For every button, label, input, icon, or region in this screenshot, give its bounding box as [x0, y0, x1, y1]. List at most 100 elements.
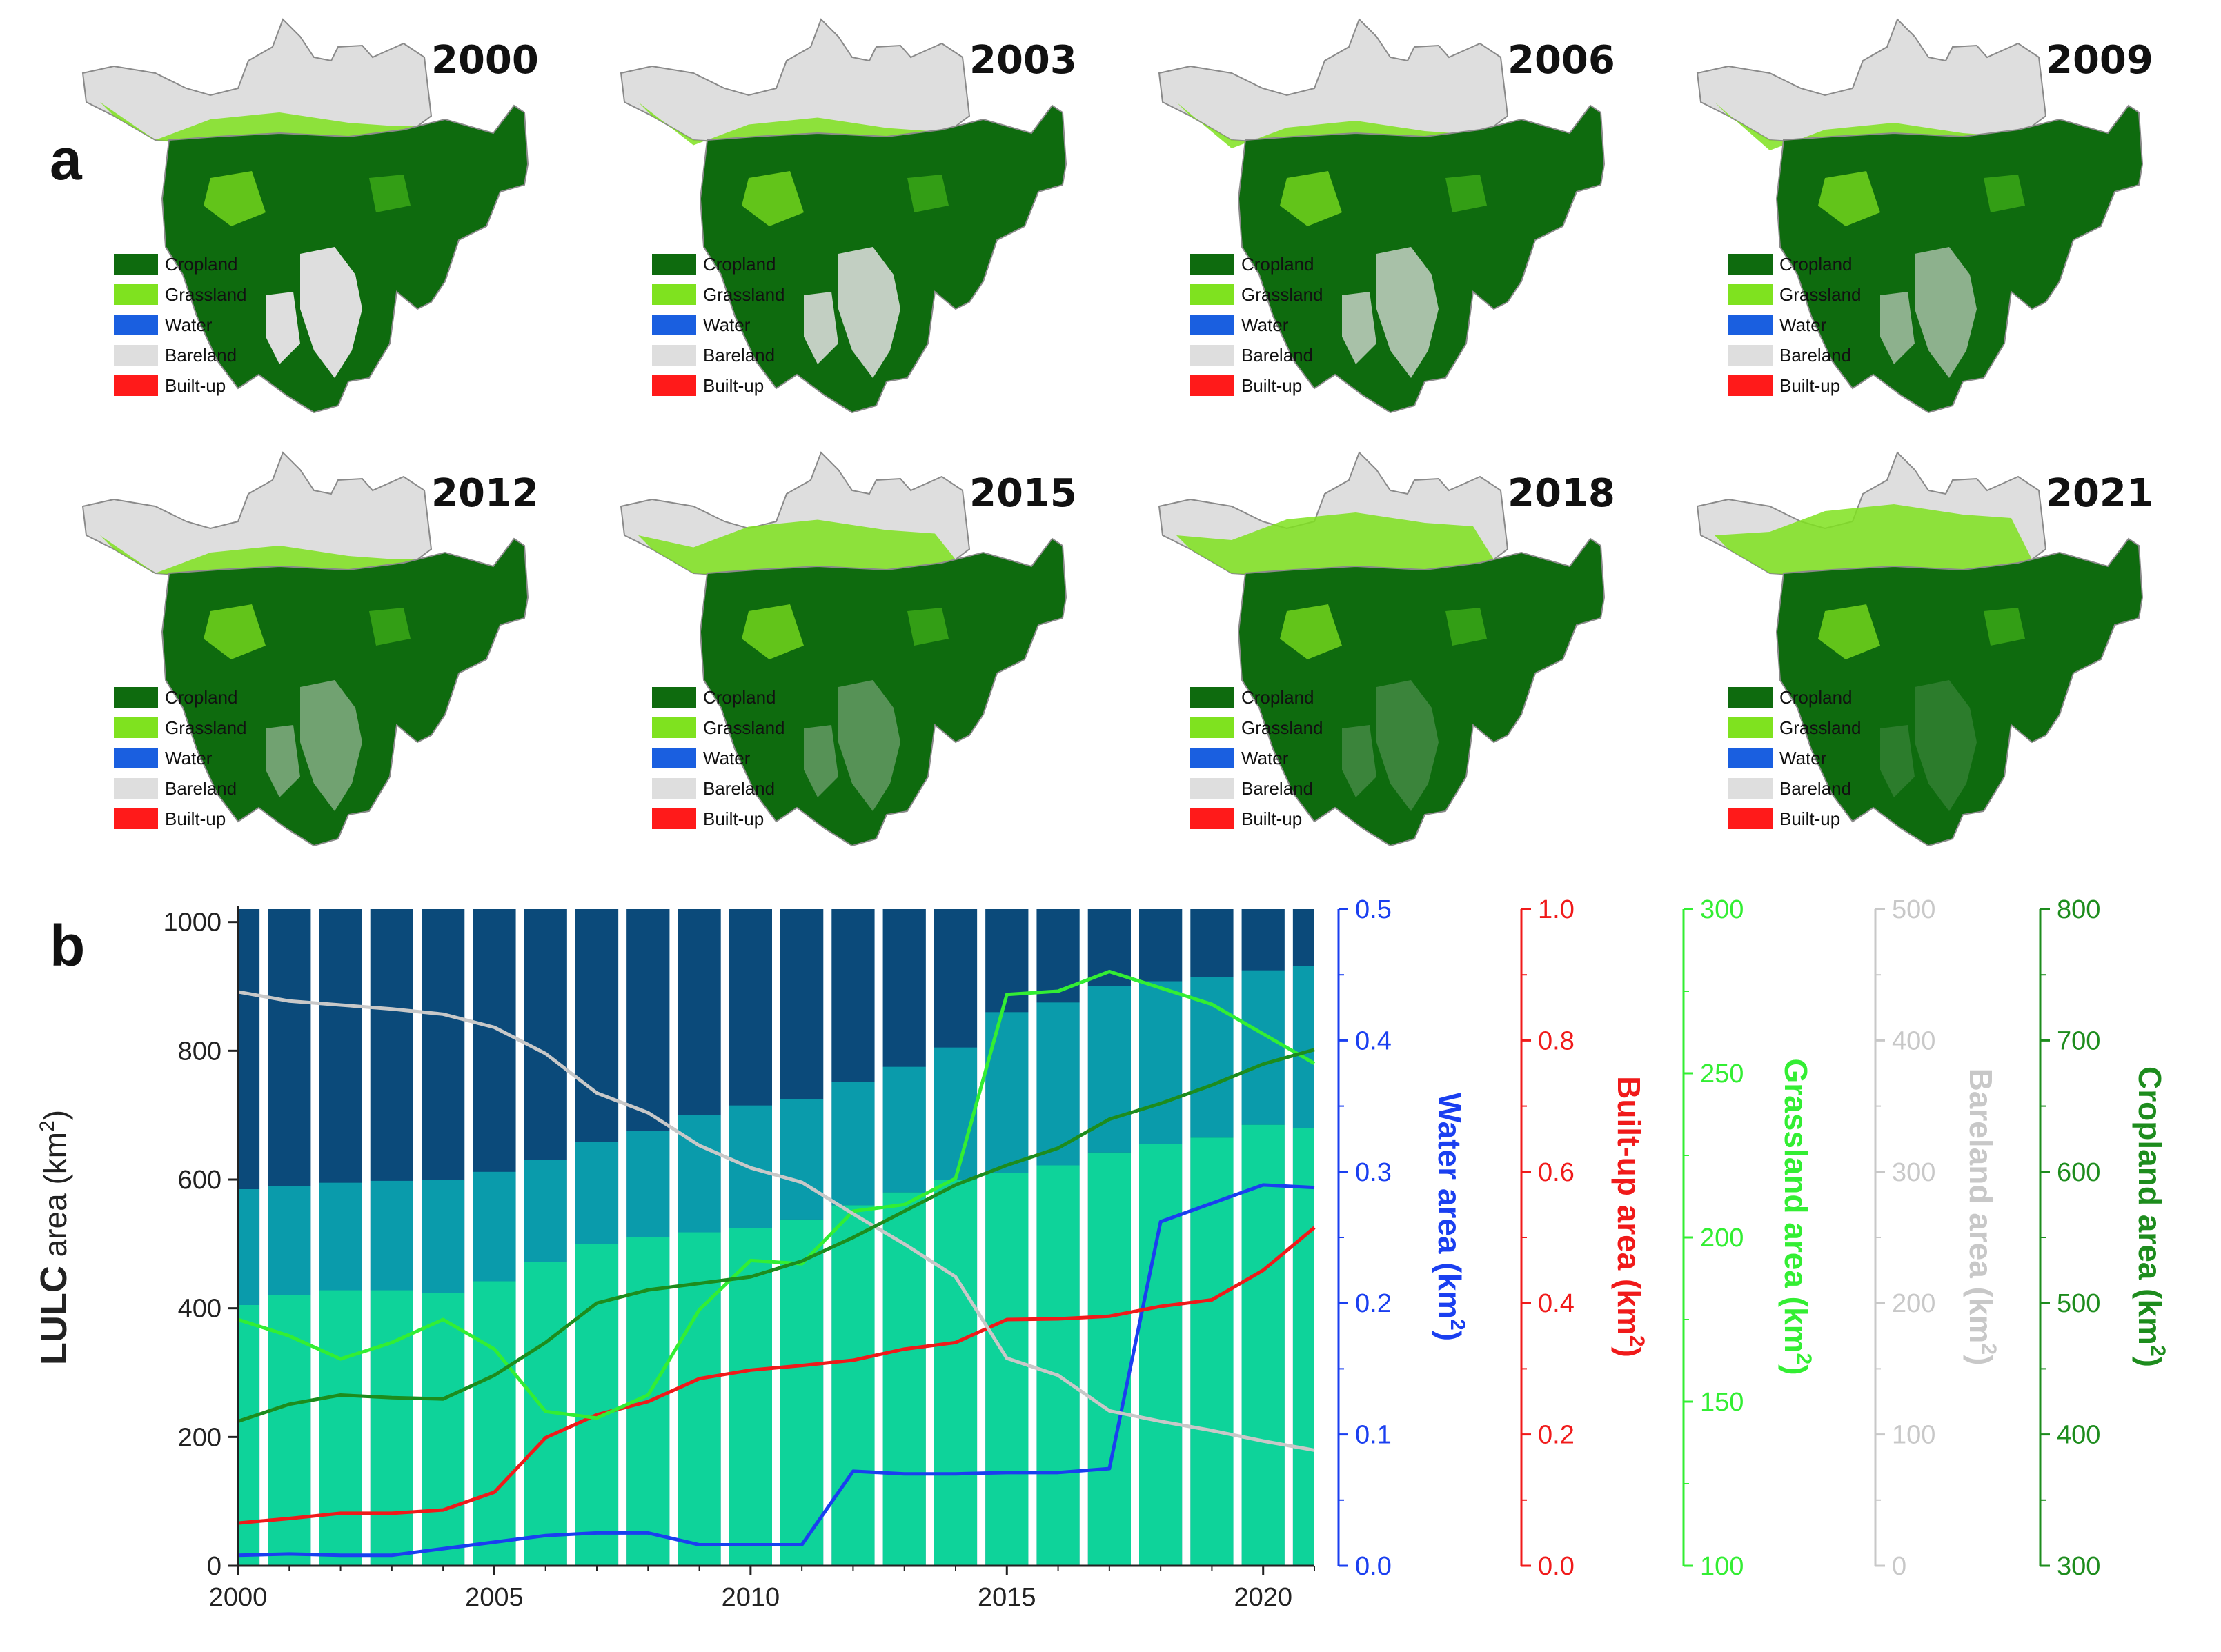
- grassland-area-axis-title-text: Grassland area (km: [1778, 1058, 1814, 1353]
- legend-label: Grassland: [1779, 284, 1862, 305]
- legend-label: Water: [1779, 315, 1827, 335]
- map-2006: 2006 Cropland Grassland Water Bareland Built-…: [1158, 18, 1615, 414]
- legend-swatch-built-up: [114, 375, 158, 396]
- map-bareland-strip: [1342, 725, 1376, 797]
- bar-middle-2008: [626, 1131, 670, 1237]
- map-grassland-patch: [742, 171, 804, 226]
- bareland-area-axis-tick-label: 500: [1892, 895, 1935, 924]
- cropland-area-axis-tick-label: 600: [2057, 1158, 2100, 1187]
- legend-swatch-grassland: [1190, 284, 1234, 305]
- cropland-area-axis-tick-label: 500: [2057, 1289, 2100, 1318]
- bar-bottom-2015: [985, 1173, 1029, 1566]
- bareland-area-axis-title-text: Bareland area (km: [1963, 1068, 1999, 1344]
- bar-bottom-2017: [1087, 1152, 1131, 1566]
- legend-swatch-bareland: [114, 778, 158, 799]
- bar-gap: [720, 909, 729, 1566]
- lulc-maps-panel: 2000 Cropland Grassland Water Bareland Built-…: [81, 18, 2153, 847]
- map-grassland-patch: [1280, 604, 1342, 659]
- map-2021: 2021 Cropland Grassland Water Bareland Built-…: [1696, 451, 2153, 847]
- legend-swatch-cropland: [652, 687, 696, 708]
- legend-swatch-bareland: [652, 345, 696, 366]
- map-year-label: 2009: [2046, 38, 2153, 83]
- bar-gap: [1131, 909, 1139, 1566]
- map-grassland-region: [638, 102, 956, 146]
- grassland-area-axis-title-close: ): [1778, 1364, 1814, 1375]
- line-bareland-area: [237, 990, 1315, 1452]
- bar-middle-2015: [985, 1012, 1029, 1173]
- grassland-area-axis-tick-label: 300: [1700, 895, 1744, 924]
- legend-label: Cropland: [1241, 687, 1314, 708]
- legend-label: Grassland: [1241, 284, 1323, 305]
- legend-label: Water: [1241, 748, 1289, 768]
- bar-middle-2001: [268, 1186, 311, 1295]
- bar-gap: [310, 909, 319, 1566]
- map-grassland-patch: [204, 171, 266, 226]
- bar-bottom-2018: [1139, 1144, 1183, 1566]
- bar-middle-2018: [1139, 981, 1183, 1144]
- legend-label: Grassland: [165, 717, 247, 738]
- bar-gap: [1233, 909, 1242, 1566]
- stacked-bars: [238, 909, 1314, 1566]
- map-2003: 2003 Cropland Grassland Water Bareland Built-…: [620, 18, 1077, 414]
- legend-swatch-water: [652, 315, 696, 335]
- bottom-axis-tick-label: 2000: [209, 1583, 268, 1612]
- legend-swatch-built-up: [1190, 808, 1234, 829]
- bar-bottom-2003: [370, 1290, 413, 1566]
- legend-label: Water: [165, 315, 213, 335]
- bar-gap: [515, 909, 524, 1566]
- cropland-area-axis-tick-label: 400: [2057, 1421, 2100, 1450]
- legend-label: Built-up: [1241, 375, 1302, 396]
- bar-middle-2012: [831, 1082, 875, 1206]
- bar-gap: [413, 909, 422, 1566]
- map-year-label: 2018: [1508, 471, 1615, 516]
- legend-label: Water: [703, 315, 751, 335]
- left-axis-tick-label: 1000: [163, 908, 221, 937]
- map-bareland-strip: [1376, 247, 1439, 378]
- legend-label: Water: [1779, 748, 1827, 768]
- bar-gap: [925, 909, 934, 1566]
- legend-swatch-water: [1728, 748, 1773, 768]
- left-axis-title: LULC area (km2): [33, 1110, 75, 1365]
- bareland-area-axis-title-sup: 2: [1977, 1343, 2000, 1355]
- built-up-area-axis-tick-label: 1.0: [1538, 895, 1575, 924]
- map-2018: 2018 Cropland Grassland Water Bareland Built-…: [1158, 451, 1615, 847]
- legend-label: Bareland: [1241, 778, 1313, 799]
- water-area-axis-title-text: Water area (km: [1432, 1093, 1468, 1319]
- legend-swatch-cropland: [114, 687, 158, 708]
- bar-gap: [1284, 909, 1293, 1566]
- bar-middle-2009: [678, 1115, 721, 1233]
- map-bareland-strip: [266, 292, 300, 364]
- legend-label: Bareland: [703, 345, 775, 366]
- legend-swatch-bareland: [1190, 345, 1234, 366]
- water-area-axis-tick-label: 0.2: [1355, 1289, 1392, 1318]
- bareland-area-axis-title: Bareland area (km2): [1963, 1068, 2000, 1366]
- map-bareland-strip: [300, 247, 362, 378]
- left-axis-tick-label: 200: [178, 1423, 221, 1452]
- legend-swatch-grassland: [114, 284, 158, 305]
- water-area-axis-tick-label: 0.0: [1355, 1552, 1392, 1581]
- map-grassland-patch: [1984, 175, 2025, 212]
- bar-bottom-2012: [831, 1205, 875, 1566]
- legend-swatch-cropland: [1728, 254, 1773, 275]
- map-bareland-strip: [1342, 292, 1376, 364]
- grassland-area-axis-title-sup: 2: [1793, 1353, 1815, 1365]
- bottom-axis-tick-label: 2010: [722, 1583, 780, 1612]
- map-bareland-strip: [838, 247, 900, 378]
- legend-swatch-built-up: [114, 808, 158, 829]
- map-2012: 2012 Cropland Grassland Water Bareland Built-…: [81, 451, 539, 847]
- legend-swatch-built-up: [1190, 375, 1234, 396]
- legend-label: Built-up: [1241, 808, 1302, 829]
- map-year-label: 2006: [1508, 38, 1615, 83]
- bar-gap: [618, 909, 627, 1566]
- legend-label: Built-up: [165, 375, 226, 396]
- legend-label: Cropland: [165, 687, 238, 708]
- legend-label: Cropland: [1779, 687, 1853, 708]
- left-axis-title-sup: 2: [36, 1120, 59, 1132]
- bar-bottom-2010: [729, 1228, 772, 1566]
- legend-swatch-cropland: [1190, 254, 1234, 275]
- map-bareland-strip: [1880, 725, 1915, 797]
- bar-gap: [874, 909, 883, 1566]
- map-grassland-patch: [204, 604, 266, 659]
- bar-gap: [259, 909, 268, 1566]
